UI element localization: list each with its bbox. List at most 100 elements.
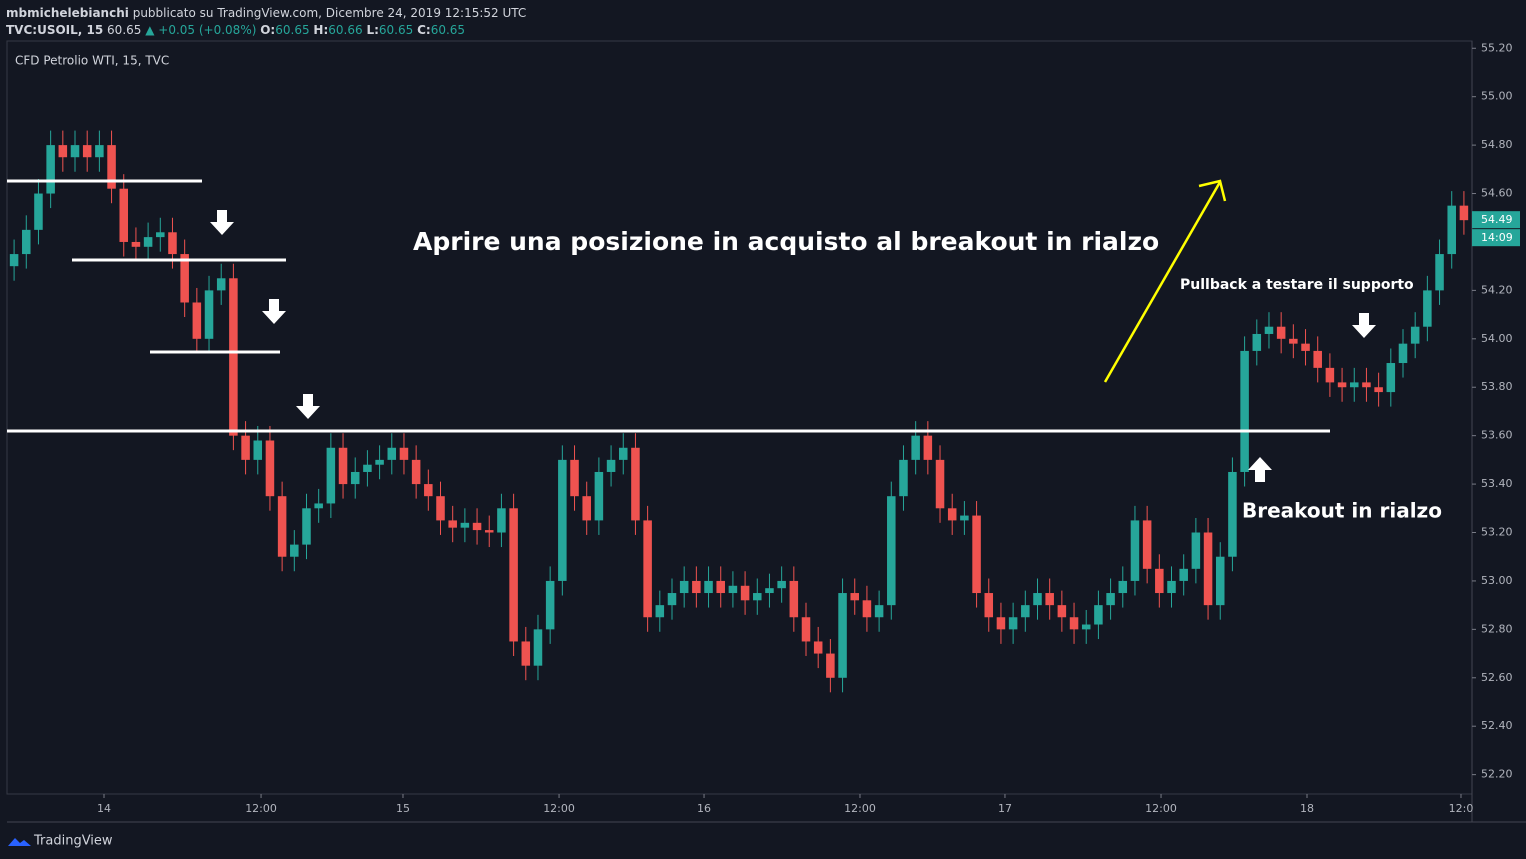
- candle-body: [46, 145, 55, 194]
- candle-body: [326, 447, 336, 504]
- candle-body: [472, 522, 482, 531]
- candle-body: [424, 484, 433, 497]
- candle-body: [1142, 520, 1152, 569]
- candle-body: [533, 629, 543, 666]
- candle-body: [1191, 532, 1201, 569]
- candle-body: [1301, 343, 1310, 351]
- candle-body: [838, 593, 847, 678]
- candle-body: [801, 617, 811, 642]
- candle-body: [1337, 382, 1347, 388]
- candle-body: [497, 508, 506, 533]
- candle-body: [1423, 290, 1432, 327]
- x-tick-label: 15: [396, 802, 410, 815]
- author: mbmichelebianchi: [6, 6, 129, 20]
- arrows: [210, 210, 1376, 482]
- candle-body: [180, 254, 189, 303]
- candle-body: [631, 447, 640, 521]
- candle-body: [229, 278, 238, 436]
- candle-body: [448, 520, 457, 528]
- candle-body: [704, 580, 713, 594]
- candle-body: [1325, 367, 1335, 383]
- candle-body: [58, 145, 68, 158]
- candle-body: [436, 496, 445, 521]
- candle-body: [131, 241, 141, 247]
- candle-body: [1057, 605, 1067, 618]
- candle-body: [826, 653, 835, 678]
- candle-body: [34, 193, 43, 230]
- candle-body: [911, 435, 920, 460]
- candle-body: [679, 580, 689, 594]
- candle-body: [1008, 617, 1018, 630]
- candle-body: [789, 580, 799, 618]
- candle-body: [107, 145, 116, 189]
- candle-body: [618, 447, 628, 460]
- candle-body: [1459, 205, 1469, 221]
- logo: [8, 838, 31, 846]
- candle-body: [643, 520, 652, 618]
- drawings: [7, 179, 1330, 433]
- annotation: Aprire una posizione in acquisto al brea…: [413, 227, 1159, 256]
- candle-body: [1374, 387, 1383, 393]
- candle-body: [509, 508, 518, 642]
- candle-body: [70, 145, 80, 158]
- last-price-label: 54.49: [1481, 213, 1513, 226]
- candle-body: [1435, 254, 1444, 291]
- candle-body: [399, 447, 409, 460]
- candle-body: [996, 617, 1006, 630]
- down-arrow: [1352, 313, 1376, 338]
- candle-body: [277, 496, 287, 557]
- candle-body: [1167, 580, 1176, 594]
- o-label: O:: [260, 23, 275, 37]
- candle-body: [1362, 382, 1371, 388]
- candle-body: [1045, 593, 1054, 606]
- candle-body: [960, 515, 969, 521]
- price: 60.65: [107, 23, 141, 37]
- x-tick-label: 12:00: [245, 802, 277, 815]
- candle-body: [241, 435, 250, 460]
- candle-body: [1252, 333, 1262, 351]
- candle-body: [947, 508, 957, 521]
- yellow-arrow: [1103, 179, 1227, 383]
- y-tick-label: 53.60: [1481, 429, 1513, 442]
- candle-body: [887, 496, 896, 606]
- candle-body: [1069, 617, 1079, 630]
- arrow-head: [1198, 179, 1227, 202]
- candle-body: [1021, 605, 1030, 618]
- c-label: C:: [417, 23, 431, 37]
- candle-body: [606, 459, 616, 472]
- countdown-badge: [1472, 229, 1520, 247]
- candle-body: [753, 593, 762, 601]
- x-tick-label: 17: [998, 802, 1012, 815]
- candle-body: [253, 440, 263, 460]
- y-tick-label: 55.00: [1481, 90, 1513, 103]
- candle-body: [850, 593, 860, 601]
- candle-body: [204, 290, 214, 339]
- candle-body: [594, 471, 604, 521]
- candle-body: [338, 447, 348, 485]
- last-price-badge: [1472, 211, 1520, 229]
- candle-body: [143, 237, 153, 247]
- candle-body: [692, 580, 701, 594]
- ohlc-line: TVC:USOIL, 15 60.65 ▲ +0.05 (+0.08%) O:6…: [6, 23, 465, 37]
- candle-body: [813, 641, 823, 654]
- x-tick-label: 12:00: [844, 802, 876, 815]
- x-tick-label: 12:00: [543, 802, 575, 815]
- candle-body: [1386, 363, 1396, 393]
- candle-body: [1215, 556, 1225, 606]
- candle-body: [1155, 568, 1164, 594]
- x-tick-label: 16: [697, 802, 711, 815]
- candle-body: [1118, 580, 1128, 594]
- chart-title: CFD Petrolio WTI, 15, TVC: [15, 54, 169, 68]
- candle-body: [265, 440, 275, 497]
- y-tick-label: 54.80: [1481, 138, 1513, 151]
- candle-body: [192, 302, 202, 339]
- header-line: mbmichelebianchi pubblicato su TradingVi…: [6, 6, 526, 20]
- candle-body: [1349, 382, 1359, 388]
- candle-body: [728, 585, 738, 594]
- l-label: L:: [366, 23, 378, 37]
- change: ▲ +0.05 (+0.08%): [145, 23, 256, 37]
- candle-body: [375, 459, 384, 465]
- candle-body: [1276, 326, 1286, 339]
- candle-body: [1313, 350, 1322, 368]
- footer: TradingView: [8, 834, 113, 849]
